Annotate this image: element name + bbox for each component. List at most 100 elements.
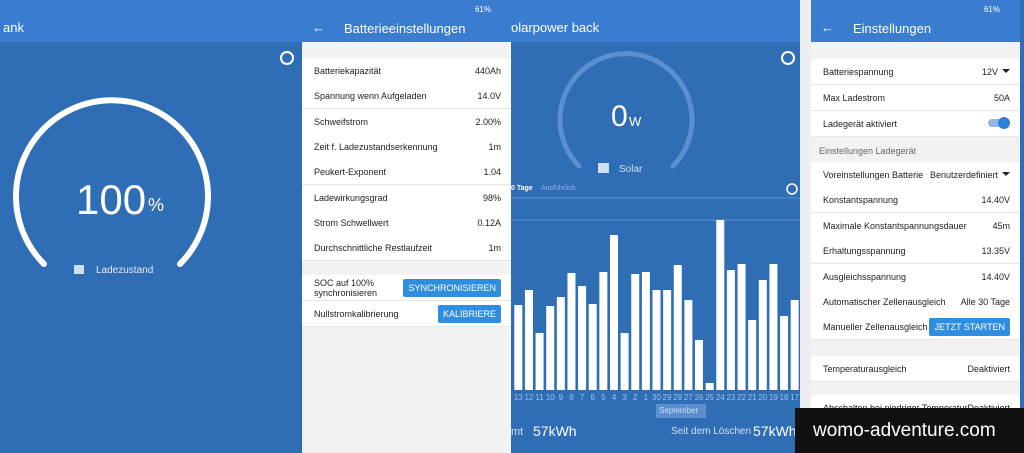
battery-status: 61%: [983, 5, 1000, 14]
settings-row[interactable]: Voreinstellungen Batterie Benutzerdefinie…: [811, 162, 1020, 188]
row-label: Batteriespannung: [823, 67, 894, 77]
settings-row: Automatischer Zellenausgleich Alle 30 Tag…: [811, 289, 1020, 315]
bar: [609, 235, 618, 390]
x-tick-label: 20: [758, 393, 767, 402]
gap: [800, 0, 811, 453]
tab[interactable]: Ausführlich: [541, 185, 576, 192]
solar-graphics: 13 12 11 10 9 8 7 6 5 4 3 2 1 30 29 28 27 26 25 24 23 22 21 20 1…: [511, 51, 800, 418]
settings-row[interactable]: Manueller Zellenausgleich JETZT STARTEN: [811, 314, 1020, 341]
header: ← Einstellungen 61%: [811, 0, 1020, 42]
bar: [716, 220, 725, 390]
bar: [684, 300, 693, 390]
gauge: [13, 51, 294, 274]
row-value: Alle 30 Tage: [960, 297, 1010, 307]
row-label: Schweifstrom: [314, 116, 369, 127]
dropdown-value[interactable]: 12V: [981, 67, 998, 77]
settings-row: Spannung wenn Aufgeladen 14.0V: [302, 83, 511, 110]
settings-row: Peukert-Exponent 1.04: [302, 159, 511, 186]
row-value: 14.40V: [981, 195, 1010, 206]
gauge-label: Ladezustand: [96, 265, 154, 276]
back-arrow[interactable]: ←: [312, 20, 325, 35]
row-label: Automatischer Zellenausgleich: [823, 297, 946, 307]
row-label: Batteriekapazität: [314, 66, 382, 76]
row-label: Temperaturausgleich: [823, 364, 907, 374]
bar: [705, 383, 714, 390]
action-button[interactable]: JETZT STARTEN: [929, 318, 1010, 337]
row-label: Peukert-Exponent: [314, 167, 387, 178]
header: olarpower back: [511, 0, 800, 42]
x-tick-label: 18: [780, 393, 789, 402]
row-label: Durchschnittliche Restlaufzeit: [314, 243, 433, 254]
header: ank: [0, 0, 302, 42]
row-value: 14.0V: [477, 91, 501, 102]
action-button[interactable]: SYNCHRONISIEREN: [403, 279, 501, 297]
back-arrow[interactable]: ←: [821, 20, 834, 35]
bar: [546, 306, 555, 390]
action-button[interactable]: KALIBRIERE: [437, 305, 501, 323]
month-label: September: [659, 406, 699, 415]
x-tick-label: 7: [580, 393, 585, 402]
bar: [737, 264, 746, 390]
settings-row: Strom Schwellwert 0.12A: [302, 209, 511, 236]
row-value: 1m: [488, 141, 501, 152]
icon: [598, 163, 609, 173]
row-label: Zeit f. Ladezustandserkennung: [314, 141, 438, 152]
settings-icon[interactable]: [781, 51, 795, 65]
bar: [599, 272, 608, 390]
toggle[interactable]: [988, 117, 1010, 129]
section-title: Einstellungen Ladegerät: [819, 146, 917, 156]
settings-row[interactable]: SOC auf 100% synchronisieren SYNCHRONISIE…: [302, 275, 511, 301]
bar: [769, 264, 778, 390]
settings: ← Einstellungen 61% Batteriespannung 12V M…: [811, 0, 1020, 453]
icon: [74, 265, 84, 274]
x-tick-label: 22: [737, 393, 746, 402]
month-chip: [656, 404, 706, 418]
x-tick-label: 12: [524, 393, 533, 402]
bar: [695, 340, 704, 390]
bar: [652, 290, 661, 390]
settings-row[interactable]: Ladegerät aktiviert: [811, 111, 1020, 137]
footer-label: mt: [511, 426, 524, 438]
footer-label: Seit dem Löschen: [671, 426, 752, 437]
battery-settings: ← Batterieeinstellungen 61% Batteriekapa…: [302, 0, 511, 453]
bar: [663, 290, 672, 390]
settings-row[interactable]: Batteriespannung 12V: [811, 59, 1020, 85]
dropdown-arrow: [1002, 69, 1010, 77]
settings-row: Durchschnittliche Restlaufzeit 1m: [302, 235, 511, 262]
history-icon[interactable]: [786, 183, 798, 195]
x-tick-label: 25: [705, 393, 714, 402]
settings-icon[interactable]: [280, 51, 294, 65]
bar: [790, 300, 799, 390]
watermark: womo-adventure.com: [813, 420, 996, 441]
settings-row[interactable]: Nullstromkalibrierung KALIBRIERE: [302, 301, 511, 327]
row-value: 98%: [482, 192, 501, 203]
toggle-knob: [998, 117, 1010, 129]
row-value: 1m: [488, 243, 501, 254]
header-title: Einstellungen: [853, 21, 932, 36]
gauge-value: 0: [611, 100, 628, 133]
bar: [726, 270, 735, 390]
row-label: Manueller Zellenausgleich: [823, 322, 928, 333]
header-title: Batterieeinstellungen: [344, 21, 466, 36]
bar: [758, 280, 767, 390]
x-tick-label: 4: [612, 393, 617, 402]
settings-row: Ausgleichsspannung 14.40V: [811, 263, 1020, 290]
row-value: 2.00%: [475, 116, 501, 127]
x-tick-label: 21: [748, 393, 757, 402]
row-label: SOC auf 100% synchronisieren: [314, 278, 378, 298]
x-tick-label: 13: [514, 393, 523, 402]
row-value: 50A: [993, 93, 1010, 103]
header-title: olarpower back: [511, 20, 600, 35]
settings-row: Zeit f. Ladezustandserkennung 1m: [302, 133, 511, 160]
x-tick-label: 23: [726, 393, 735, 402]
row-label: Spannung wenn Aufgeladen: [314, 91, 427, 102]
gauge-value: 100: [76, 176, 147, 223]
row-label: Voreinstellungen Batterie: [823, 170, 924, 180]
settings-row: Konstantspannung 14.40V: [811, 187, 1020, 214]
x-tick-label: 29: [663, 393, 672, 402]
dropdown-value[interactable]: Benutzerdefiniert: [929, 170, 998, 180]
tab[interactable]: 0 Tage: [511, 185, 533, 192]
row-label: Ladegerät aktiviert: [823, 119, 898, 129]
x-tick-label: 30: [652, 393, 661, 402]
